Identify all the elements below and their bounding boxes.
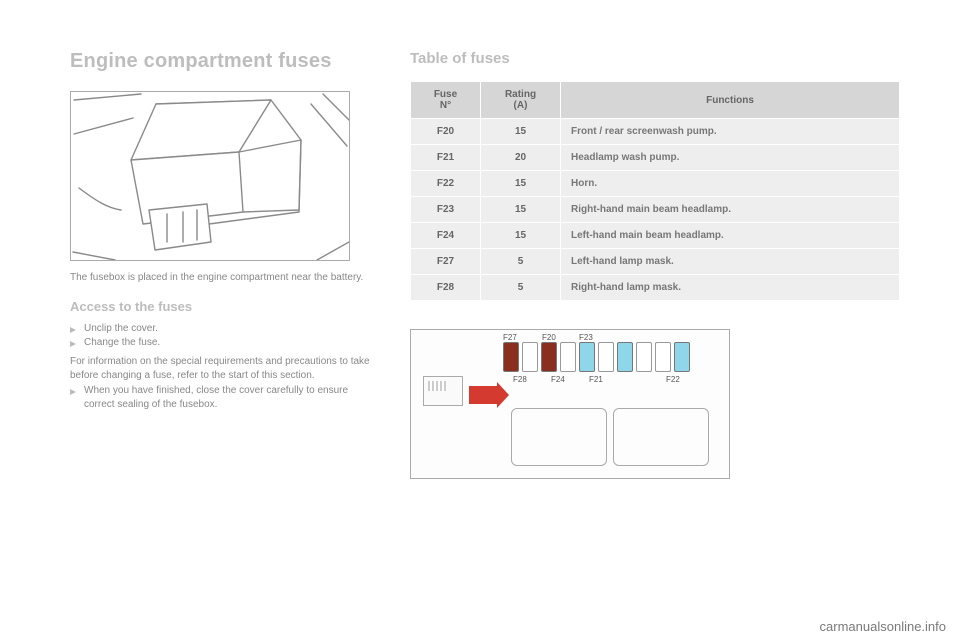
table-cell: Left-hand main beam headlamp. <box>561 223 900 249</box>
table-row: F2015Front / rear screenwash pump. <box>411 119 900 145</box>
diagram-label: F21 <box>589 375 603 384</box>
table-row: F275Left-hand lamp mask. <box>411 249 900 275</box>
table-cell: F20 <box>411 119 481 145</box>
table-cell: Headlamp wash pump. <box>561 145 900 171</box>
diagram-pad-b <box>613 408 709 466</box>
table-cell: Right-hand main beam headlamp. <box>561 197 900 223</box>
table-cell: 5 <box>481 275 561 301</box>
section-title: Engine compartment fuses <box>70 50 370 73</box>
diagram-label: F23 <box>579 333 593 342</box>
th-fuse-b: N° <box>440 100 451 111</box>
table-cell: Left-hand lamp mask. <box>561 249 900 275</box>
fuse-diagram: F27 F20 F23 F28 F24 F21 F22 <box>410 329 730 479</box>
fuse-slot <box>636 342 652 372</box>
table-row: F285Right-hand lamp mask. <box>411 275 900 301</box>
diagram-label: F22 <box>666 375 680 384</box>
diagram-label: F27 <box>503 333 517 342</box>
fusebox-caption: The fusebox is placed in the engine comp… <box>70 271 370 285</box>
table-cell: F27 <box>411 249 481 275</box>
table-cell: 20 <box>481 145 561 171</box>
table-row: F2215Horn. <box>411 171 900 197</box>
table-cell: F23 <box>411 197 481 223</box>
diagram-chip <box>423 376 463 406</box>
fuse-slot <box>598 342 614 372</box>
diagram-label: F24 <box>551 375 565 384</box>
th-rating: Rating (A) <box>481 82 561 119</box>
table-row: F2415Left-hand main beam headlamp. <box>411 223 900 249</box>
table-cell: 15 <box>481 119 561 145</box>
access-bullets-2: When you have finished, close the cover … <box>70 384 370 413</box>
fuse-slot <box>541 342 557 372</box>
table-cell: Horn. <box>561 171 900 197</box>
fuse-slot <box>655 342 671 372</box>
table-cell: F24 <box>411 223 481 249</box>
fuse-row <box>503 342 690 372</box>
diagram-pad-a <box>511 408 607 466</box>
table-cell: 5 <box>481 249 561 275</box>
table-cell: F22 <box>411 171 481 197</box>
access-bullet-3: When you have finished, close the cover … <box>70 384 370 413</box>
access-bullets: Unclip the cover. Change the fuse. <box>70 322 370 351</box>
table-row: F2120Headlamp wash pump. <box>411 145 900 171</box>
table-cell: F21 <box>411 145 481 171</box>
table-cell: Front / rear screenwash pump. <box>561 119 900 145</box>
page: Engine compartment fuses <box>0 0 960 640</box>
fusebox-illustration <box>70 91 350 261</box>
fuse-slot <box>560 342 576 372</box>
table-cell: 15 <box>481 223 561 249</box>
th-rating-a: Rating <box>505 89 536 100</box>
access-note: For information on the special requireme… <box>70 355 370 384</box>
fuse-table: Fuse N° Rating (A) Functions F2015Front … <box>410 81 900 301</box>
diagram-arrow-icon <box>469 386 497 404</box>
fuse-tbody: F2015Front / rear screenwash pump.F2120H… <box>411 119 900 301</box>
table-cell: 15 <box>481 171 561 197</box>
fuse-slot <box>617 342 633 372</box>
table-row: F2315Right-hand main beam headlamp. <box>411 197 900 223</box>
diagram-label: F28 <box>513 375 527 384</box>
table-cell: 15 <box>481 197 561 223</box>
th-functions: Functions <box>561 82 900 119</box>
fuse-slot <box>503 342 519 372</box>
table-cell: F28 <box>411 275 481 301</box>
access-heading: Access to the fuses <box>70 299 370 314</box>
fuse-slot <box>674 342 690 372</box>
left-column: Engine compartment fuses <box>70 50 370 630</box>
watermark: carmanualsonline.info <box>820 619 946 634</box>
access-bullet-1: Unclip the cover. <box>70 322 370 337</box>
right-column: Table of fuses Fuse N° Rating (A) Functi… <box>410 50 900 630</box>
fuse-slot <box>522 342 538 372</box>
access-bullet-2: Change the fuse. <box>70 336 370 351</box>
fuse-slot <box>579 342 595 372</box>
table-cell: Right-hand lamp mask. <box>561 275 900 301</box>
th-fuse-a: Fuse <box>434 89 457 100</box>
diagram-label: F20 <box>542 333 556 342</box>
th-rating-b: (A) <box>514 100 528 111</box>
table-title: Table of fuses <box>410 50 900 67</box>
th-fuse: Fuse N° <box>411 82 481 119</box>
table-header-row: Fuse N° Rating (A) Functions <box>411 82 900 119</box>
